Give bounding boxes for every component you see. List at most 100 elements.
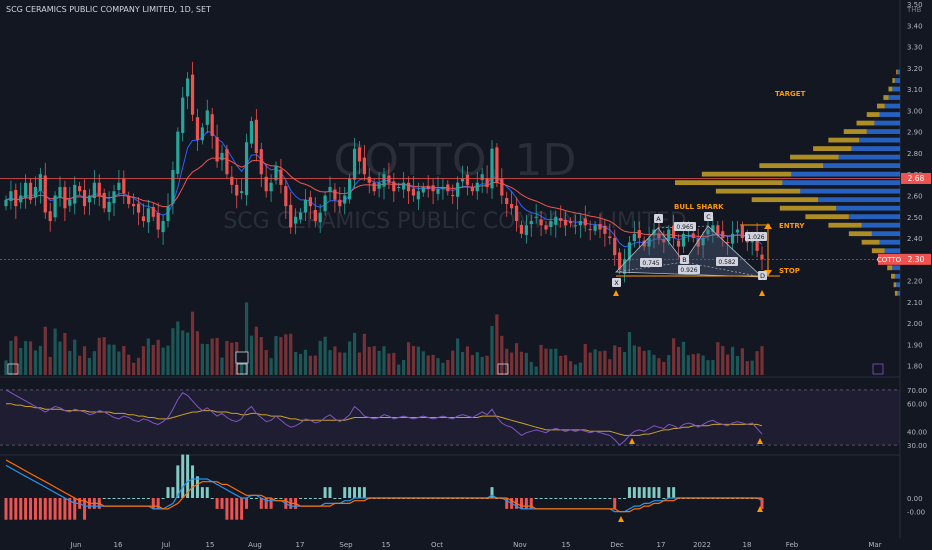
volume-bars: [4, 302, 764, 375]
candle-body: [456, 182, 460, 197]
vp-up-bar: [884, 103, 900, 109]
candle-body: [730, 233, 735, 244]
volume-bar: [446, 359, 450, 375]
volume-bar: [274, 336, 278, 375]
event-marker-5[interactable]: [235, 351, 249, 364]
signal-arrow-rsi-1: [629, 438, 635, 444]
volume-bar: [215, 337, 219, 375]
time-tick-label: Dec: [610, 541, 624, 549]
macd-hist-bar: [353, 487, 357, 498]
candle-body: [735, 229, 740, 233]
macd-hist-bar: [593, 498, 597, 499]
macd-hist-bar: [613, 498, 617, 509]
vp-down-bar: [876, 103, 885, 109]
candle-body: [186, 78, 190, 97]
candle-body: [627, 242, 632, 261]
time-tick-label: Aug: [248, 541, 262, 549]
candle-body: [554, 216, 558, 225]
macd-hist-bar: [166, 487, 170, 498]
volume-bar: [338, 352, 342, 375]
volume-bar: [588, 352, 592, 375]
candle-body: [372, 182, 376, 192]
macd-hist-bar: [73, 498, 77, 520]
ratio-box-2: [678, 265, 700, 274]
candle-body: [421, 187, 425, 193]
candle-body: [210, 114, 214, 136]
event-marker-2[interactable]: [236, 363, 248, 375]
signal-arrow-macd-1: [618, 516, 624, 522]
macd-hist-bar: [63, 498, 67, 520]
macd-hist-bar: [672, 487, 676, 498]
price-tick-label: 2.00: [907, 320, 923, 328]
event-marker-4[interactable]: [872, 363, 884, 375]
time-tick-label: 18: [743, 541, 752, 549]
volume-bar: [740, 348, 744, 375]
macd-hist-bar: [573, 498, 577, 499]
volume-profile: [675, 69, 900, 296]
candle-body: [244, 142, 249, 196]
volume-bar: [112, 344, 116, 375]
volume-bar: [181, 330, 185, 375]
vp-down-bar: [891, 273, 895, 279]
macd-hist-bar: [38, 498, 42, 520]
candle-body: [269, 182, 273, 192]
macd-hist-bar: [245, 498, 249, 509]
volume-bar: [436, 358, 440, 375]
volume-bar: [627, 332, 632, 375]
vp-up-bar: [851, 146, 900, 151]
candle-body: [510, 204, 514, 209]
volume-bar: [657, 358, 661, 375]
pattern-point-a: A: [656, 215, 661, 223]
vp-down-bar: [893, 282, 897, 288]
pattern-point-b-box: [680, 255, 689, 264]
volume-bar: [92, 351, 96, 375]
rsi-tick-label: 70.00: [907, 387, 927, 395]
volume-bar: [500, 335, 504, 375]
time-tick-label: 17: [296, 541, 305, 549]
candle-body: [603, 225, 607, 234]
event-markers: [7, 351, 884, 375]
macd-signal-line: [5, 459, 762, 513]
volume-bar: [14, 336, 18, 375]
volume-bar: [333, 346, 337, 375]
volume-bar: [58, 341, 62, 375]
watermark-company: SCG CERAMICS PUBLIC COMPANY LIMITED: [223, 209, 686, 234]
macd-hist-bar: [235, 498, 239, 520]
macd-hist-bar: [240, 498, 244, 520]
volume-bar: [608, 359, 612, 375]
time-tick-label: 16: [114, 541, 123, 549]
volume-bar: [117, 351, 121, 375]
vp-down-bar: [751, 197, 819, 203]
candle-body: [760, 254, 764, 260]
candle-body: [402, 182, 406, 190]
candle-body: [701, 238, 705, 246]
macd-hist-bar: [279, 498, 283, 499]
macd-hist-bar: [343, 487, 347, 498]
chart-title: SCG CERAMICS PUBLIC COMPANY LIMITED, 1D,…: [6, 5, 211, 14]
volume-bar: [377, 350, 381, 375]
vp-up-bar: [884, 248, 900, 254]
pattern-point-c: C: [706, 213, 711, 221]
candle-body: [583, 218, 587, 226]
volume-bar: [313, 355, 317, 375]
candle-body: [544, 225, 548, 230]
candle-body: [475, 182, 479, 192]
candle-body: [171, 169, 175, 204]
candle-body: [68, 199, 72, 206]
candle-body: [132, 204, 136, 207]
candle-body: [200, 127, 204, 141]
candle-body: [279, 169, 283, 185]
vp-down-bar: [861, 239, 880, 245]
macd-hist-bar: [299, 498, 303, 499]
time-tick-label: Jun: [70, 541, 82, 549]
rsi-tick-label: 30.00: [907, 442, 927, 450]
price-tick-label: 1.90: [907, 341, 923, 349]
event-marker-3[interactable]: [497, 363, 509, 375]
volume-bar: [426, 355, 430, 375]
vp-up-bar: [897, 290, 900, 296]
event-marker-1[interactable]: [7, 363, 19, 375]
candle-body: [441, 187, 445, 190]
time-tick-label: Jul: [161, 541, 171, 549]
candle-body: [28, 182, 33, 200]
